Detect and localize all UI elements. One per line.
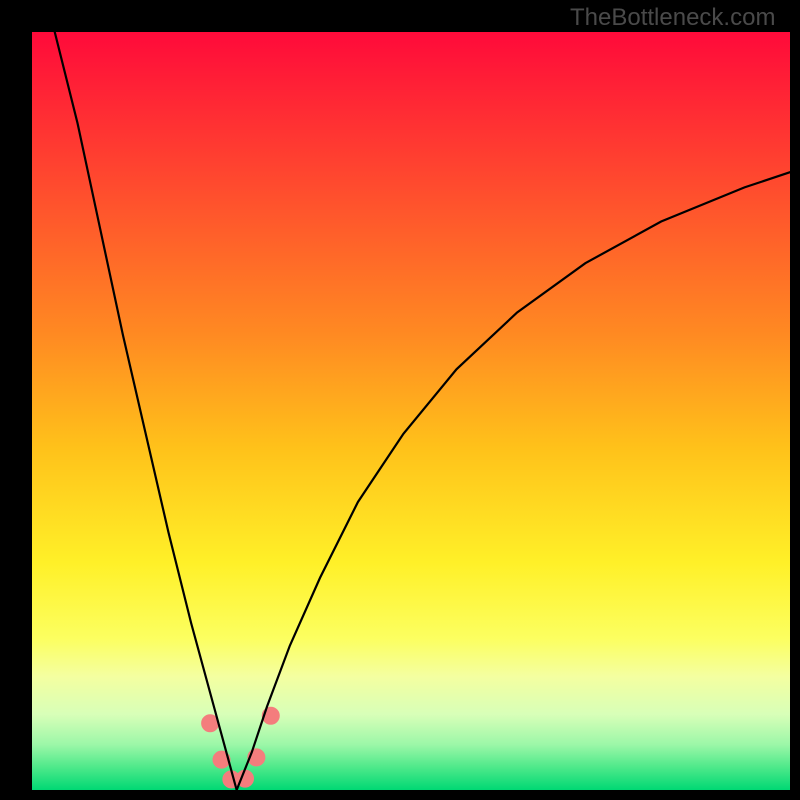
chart-svg [0,0,800,800]
marker-group [202,707,280,788]
watermark-text: TheBottleneck.com [570,4,775,32]
curve-left [55,32,237,790]
curve-right [237,172,790,790]
